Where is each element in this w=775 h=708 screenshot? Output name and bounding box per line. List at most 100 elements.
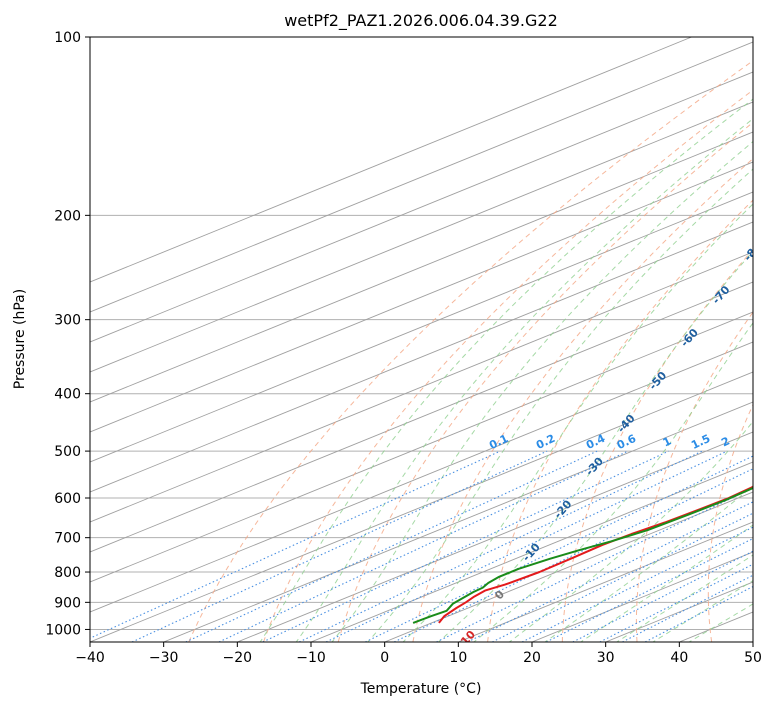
x-tick-label: −30	[149, 650, 179, 666]
isotherm-line	[458, 521, 753, 642]
moist-adiabat-line	[579, 524, 753, 642]
mixing-ratio-line	[218, 450, 629, 642]
moist-adiabat-line	[295, 118, 753, 642]
mixing-ratio-label: 2	[719, 434, 732, 449]
background-lines	[90, 37, 753, 642]
isotherm-label: 10	[458, 628, 478, 648]
isotherm-line	[237, 431, 753, 642]
y-axis-label: Pressure (hPa)	[12, 289, 28, 389]
isotherm-line	[90, 371, 753, 642]
dry-adiabat-line	[487, 199, 753, 642]
mixing-ratio-line	[546, 537, 753, 642]
moist-adiabat-line	[473, 322, 753, 642]
isotherm-label: -20	[552, 497, 575, 521]
x-tick-label: −40	[75, 650, 105, 666]
isotherm-label: -60	[678, 326, 701, 350]
isotherm-label: -50	[646, 369, 669, 393]
mixing-ratio-label: 0.6	[615, 432, 639, 452]
mixing-ratio-line	[393, 468, 753, 642]
x-tick-label: −20	[223, 650, 253, 666]
isotherm-line	[90, 191, 753, 463]
x-tick-label: 50	[744, 650, 762, 666]
isotherm-line	[531, 551, 753, 642]
isotherm-line	[90, 221, 753, 493]
isotherm-label: -30	[583, 454, 606, 478]
mixing-ratio-label: 1.5	[689, 432, 712, 452]
isotherm-line	[310, 461, 753, 642]
isotherm-label: -80	[741, 240, 764, 264]
mixing-ratio-label: 0.1	[487, 432, 510, 452]
y-tick-label: 500	[54, 444, 81, 460]
moist-adiabat-line	[544, 485, 753, 642]
profile-lines	[412, 485, 753, 624]
x-tick-label: 10	[449, 650, 467, 666]
isotherm-line	[384, 491, 753, 642]
mixing-ratio-label: 0.2	[534, 432, 557, 452]
dry-adiabat-line	[263, 89, 753, 642]
y-tick-label: 900	[54, 595, 81, 611]
moist-adiabat-line	[259, 98, 753, 642]
isotherm-line	[90, 161, 753, 433]
isotherm-line	[90, 41, 753, 313]
isotherm-label: -10	[520, 540, 543, 564]
isotherm-line	[90, 71, 753, 343]
mixing-ratio-line	[325, 450, 728, 642]
isotherm-line	[163, 401, 753, 642]
dry-adiabat-line	[707, 403, 753, 642]
y-axis-ticks: 1000 900 800 700 600 500 400 300 200 100	[45, 30, 90, 638]
y-tick-label: 800	[54, 565, 81, 581]
x-tick-label: 0	[380, 650, 389, 666]
dry-adiabat-line	[561, 248, 753, 642]
x-tick-label: 20	[523, 650, 541, 666]
y-tick-label: 200	[54, 208, 81, 224]
y-tick-label: 100	[54, 30, 81, 46]
mixing-ratio-line	[492, 512, 753, 642]
moist-adiabat-line	[508, 420, 753, 642]
mixing-ratio-line	[90, 450, 501, 639]
x-axis-ticks: −40 −30 −20 −10 0 10 20 30 40 50	[75, 642, 762, 666]
isotherm-line	[90, 251, 753, 523]
mixing-ratio-line	[298, 450, 703, 642]
mixing-ratio-line	[521, 526, 753, 642]
y-tick-label: 400	[54, 387, 81, 403]
moist-adiabat-line	[688, 603, 753, 642]
x-axis-label: Temperature (°C)	[360, 681, 482, 697]
temperature-profile-line	[438, 485, 753, 624]
isotherm-label: -40	[615, 412, 638, 436]
x-tick-label: 30	[597, 650, 615, 666]
isotherm-line	[90, 101, 753, 373]
mixing-ratio-line	[365, 455, 753, 642]
mixing-ratio-label: 0.4	[584, 432, 608, 452]
y-tick-label: 700	[54, 531, 81, 547]
mixing-ratio-line	[185, 450, 598, 642]
dry-adiabat-line	[188, 60, 753, 642]
dewpoint-profile-line	[412, 486, 753, 624]
moist-adiabat-line	[331, 140, 753, 642]
isotherm-label: -70	[710, 283, 733, 307]
plot-frame	[89, 36, 754, 643]
dry-adiabat-line	[337, 121, 753, 642]
isotherm-line	[90, 341, 753, 613]
isotherm-label: 0	[492, 588, 507, 603]
x-tick-label: −10	[296, 650, 326, 666]
moist-adiabat-line	[367, 168, 753, 642]
isotherm-line	[752, 641, 753, 642]
y-tick-label: 1000	[45, 622, 81, 638]
y-tick-label: 300	[54, 313, 81, 329]
mixing-ratio-line	[572, 550, 753, 642]
moist-adiabat-line	[437, 250, 753, 642]
moist-adiabat-line	[402, 203, 753, 642]
chart-title: wetPf2_PAZ1.2026.006.04.39.G22	[284, 11, 558, 31]
mixing-ratio-label: 3	[756, 434, 769, 449]
isotherm-line	[90, 281, 753, 553]
dry-adiabat-line	[412, 157, 753, 642]
isotherm-line	[90, 37, 692, 283]
mixing-ratio-line	[467, 501, 753, 642]
y-tick-label: 600	[54, 491, 81, 507]
isotherm-line	[90, 131, 753, 403]
x-tick-label: 40	[670, 650, 688, 666]
isotherm-line	[90, 311, 753, 583]
mixing-ratio-line	[131, 450, 548, 642]
dry-adiabat-line	[635, 311, 753, 642]
